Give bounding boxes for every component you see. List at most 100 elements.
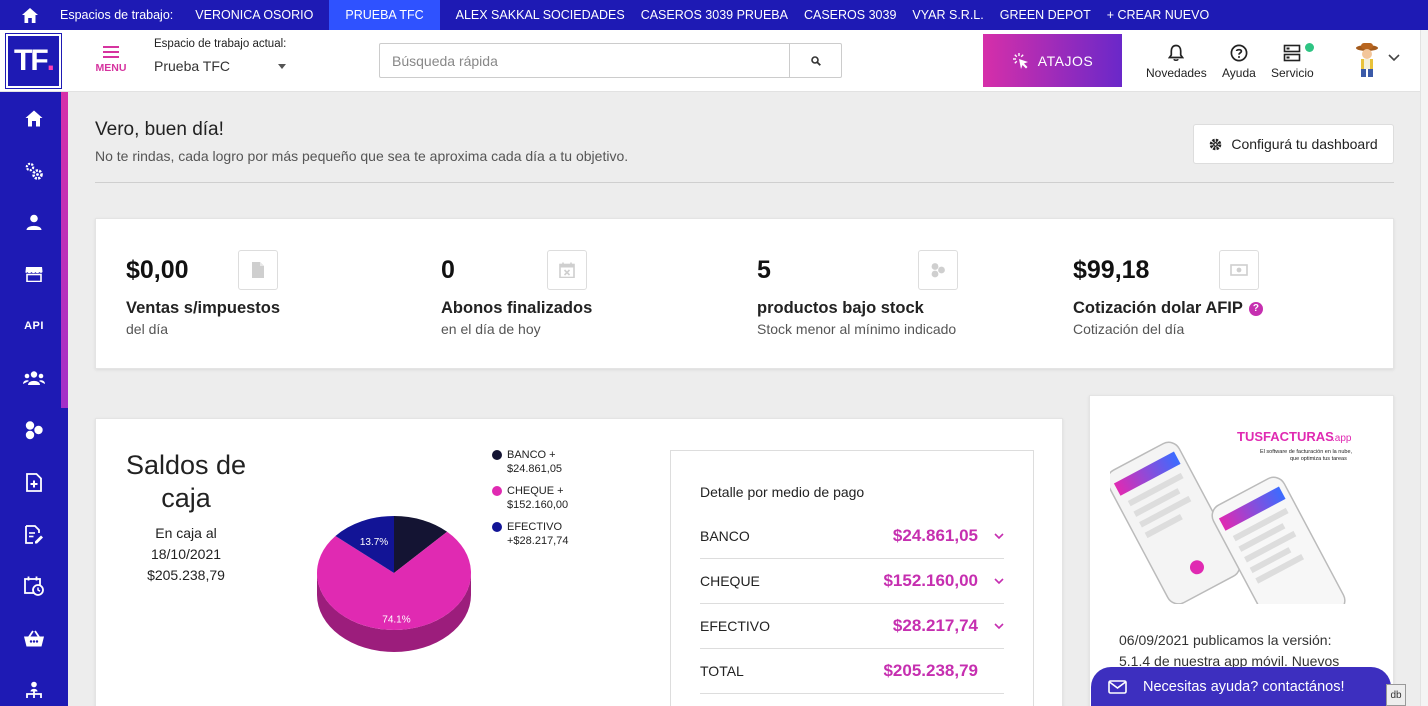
divider (95, 182, 1394, 183)
sidebar-item-org[interactable] (0, 675, 68, 705)
atajos-label: ATAJOS (1037, 52, 1094, 69)
configure-dashboard-button[interactable]: Configurá tu dashboard (1193, 124, 1394, 164)
current-workspace-selector[interactable]: Espacio de trabajo actual: Prueba TFC (154, 38, 286, 74)
search-icon (810, 55, 821, 66)
legend-label: EFECTIVO (507, 521, 563, 533)
home-icon (25, 110, 43, 126)
scrollbar[interactable] (1420, 30, 1428, 706)
help-icon[interactable]: ? (1248, 301, 1263, 316)
novedades-button[interactable]: Novedades (1146, 44, 1207, 80)
sidebar-item-new-invoice[interactable] (0, 467, 68, 497)
ayuda-button[interactable]: Ayuda (1222, 44, 1256, 80)
menu-button[interactable]: MENU (94, 46, 128, 74)
sidebar-item-user[interactable] (0, 207, 68, 237)
stat-value: $0,00 (126, 256, 189, 284)
stat-title: Ventas s/impuestos (126, 299, 281, 317)
chevron-down-icon[interactable] (978, 532, 1004, 540)
stat-title: productos bajo stock (757, 299, 924, 317)
help-chat-button[interactable]: Necesitas ayuda? contactános! (1091, 667, 1391, 706)
legend-item-cheque[interactable]: CHEQUE + $152.160,00 (492, 484, 568, 512)
atajos-button[interactable]: ATAJOS (983, 34, 1122, 87)
detalle-row-name: CHEQUE (700, 573, 760, 589)
detalle-row-banco[interactable]: BANCO $24.861,05 (700, 514, 1004, 559)
app-header: TF. MENU Espacio de trabajo actual: Prue… (0, 30, 1420, 92)
avatar[interactable] (1352, 42, 1382, 78)
create-workspace-link[interactable]: + CREAR NUEVO (1106, 8, 1210, 22)
users-icon (23, 371, 45, 385)
stat-value: 0 (441, 256, 455, 284)
sidebar: API (0, 92, 68, 706)
detalle-row-cheque[interactable]: CHEQUE $152.160,00 (700, 559, 1004, 604)
store-icon (25, 267, 43, 282)
legend-label: CHEQUE + (507, 485, 564, 497)
detalle-row-name: TOTAL (700, 663, 744, 679)
workspace-tab-alex-sakkal[interactable]: ALEX SAKKAL SOCIEDADES (455, 8, 625, 22)
promo-text-line2: 5.1.4 de nuestra app móvil. Nuevos (1119, 653, 1340, 669)
basket-icon (24, 630, 44, 646)
workspace-tab-green-depot[interactable]: GREEN DEPOT (999, 8, 1091, 22)
promo-tagline-1: El software de facturación en la nube, (1260, 449, 1353, 455)
home-icon[interactable] (0, 0, 60, 30)
file-plus-icon (26, 472, 42, 492)
legend-item-banco[interactable]: BANCO + $24.861,05 (492, 448, 568, 476)
promo-tagline-2: que optimiza tus tareas (1290, 456, 1347, 462)
sidebar-item-basket[interactable] (0, 623, 68, 653)
pie-slice-cheque[interactable] (317, 531, 471, 630)
gears-icon (25, 162, 43, 180)
pie-slice-banco[interactable] (394, 516, 448, 573)
legend-item-efectivo[interactable]: EFECTIVO +$28.217,74 (492, 520, 568, 548)
workspace-tab-caseros[interactable]: CASEROS 3039 (803, 8, 897, 22)
saldos-pie-chart: 74.1% 13.7% (317, 516, 471, 652)
caja-info-date: 18/10/2021 (150, 546, 222, 562)
promo-brand-suffix: .app (1332, 433, 1352, 444)
sidebar-item-team[interactable] (0, 363, 68, 393)
workspace-tab-caseros-prueba[interactable]: CASEROS 3039 PRUEBA (640, 8, 788, 22)
promo-card: TUSFACTURAS .app El software de facturac… (1089, 395, 1394, 706)
sidebar-item-edit-doc[interactable] (0, 519, 68, 549)
stat-subtitle: en el día de hoy (441, 321, 541, 337)
workspaces-label: Espacios de trabajo: (60, 8, 174, 22)
servicio-button[interactable]: Servicio (1271, 44, 1314, 80)
app-logo[interactable]: TF. (5, 33, 62, 89)
stat-value: $99,18 (1073, 256, 1150, 284)
stat-title-text: Cotización dolar AFIP (1073, 299, 1243, 317)
sidebar-item-home[interactable] (0, 103, 68, 133)
chevron-down-icon[interactable] (978, 622, 1004, 630)
legend-swatch (492, 486, 502, 496)
workspace-tab-prueba-tfc[interactable]: PRUEBA TFC (329, 0, 440, 30)
server-icon (1284, 44, 1301, 62)
pie-wall-cheque (317, 573, 471, 652)
sidebar-item-products[interactable] (0, 415, 68, 445)
sidebar-item-schedule[interactable] (0, 571, 68, 601)
workspace-bar: Espacios de trabajo: VERONICA OSORIO PRU… (0, 0, 1428, 30)
detalle-row-name: EFECTIVO (700, 618, 771, 634)
app-promo-image[interactable]: TUSFACTURAS .app El software de facturac… (1110, 414, 1386, 604)
stat-subtitle: Cotización del día (1073, 321, 1185, 337)
db-tag: db (1386, 684, 1406, 706)
sidebar-item-store[interactable] (0, 259, 68, 289)
workspace-tab-veronica-osorio[interactable]: VERONICA OSORIO (195, 8, 314, 22)
pie-label-efectivo: 13.7% (360, 537, 388, 548)
search-button[interactable] (789, 44, 841, 77)
sidebar-item-settings[interactable] (0, 156, 68, 186)
detalle-title: Detalle por medio de pago (700, 484, 865, 500)
workspace-tab-vyar[interactable]: VYAR S.R.L. (912, 8, 984, 22)
search-input[interactable] (380, 44, 789, 77)
chevron-down-icon[interactable] (978, 577, 1004, 585)
detalle-row-efectivo[interactable]: EFECTIVO $28.217,74 (700, 604, 1004, 649)
current-workspace-value: Prueba TFC (154, 58, 230, 74)
detalle-row-value: $205.238,79 (883, 661, 978, 680)
chart-legend: BANCO + $24.861,05 CHEQUE + $152.160,00 EF… (492, 448, 568, 556)
detalle-row-total: TOTAL $205.238,79 (700, 649, 1004, 694)
menu-label: MENU (95, 62, 127, 74)
pie-slice-efectivo[interactable] (335, 516, 394, 573)
circles-icon (25, 421, 43, 440)
detalle-row-value: $24.861,05 (892, 526, 978, 545)
caja-info: En caja al 18/10/2021 $205.238,79 (96, 523, 276, 586)
chevron-down-icon[interactable] (1388, 54, 1400, 62)
saldos-caja-card: Saldos de caja En caja al 18/10/2021 $20… (95, 418, 1063, 706)
stat-subtitle: del día (126, 321, 169, 337)
legend-label: BANCO + (507, 449, 556, 461)
ayuda-label: Ayuda (1222, 66, 1256, 80)
sidebar-item-api[interactable]: API (0, 311, 68, 341)
